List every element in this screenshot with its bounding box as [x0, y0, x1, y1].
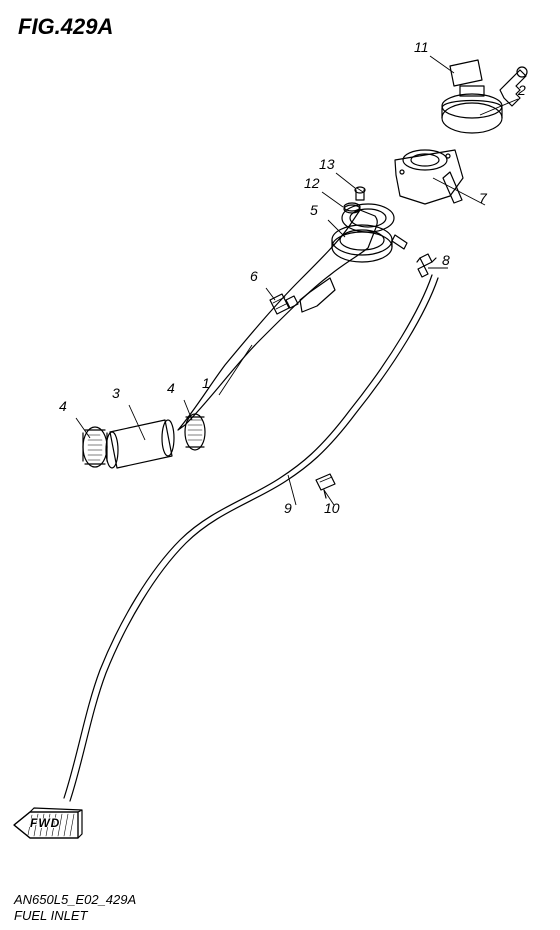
- callout-6: 6: [250, 268, 258, 284]
- callout-12: 12: [304, 175, 320, 191]
- part-9-hose-b: [70, 278, 438, 801]
- part-1-bracket: [300, 278, 335, 312]
- part-4-clamp-right: [185, 414, 205, 450]
- leader-line: [336, 173, 355, 188]
- callout-3: 3: [112, 385, 120, 401]
- part-6-fitting: [270, 294, 298, 314]
- fwd-label: FWD: [30, 816, 60, 830]
- part-1-pipe: [178, 210, 377, 430]
- part-12-washer: [344, 203, 360, 213]
- callout-1: 1: [202, 375, 210, 391]
- leader-line: [430, 56, 454, 73]
- callout-5: 5: [310, 202, 318, 218]
- part-7-flange: [395, 150, 463, 204]
- leader-line: [129, 405, 145, 440]
- callout-13: 13: [319, 156, 335, 172]
- callout-8: 8: [442, 252, 450, 268]
- callout-7: 7: [479, 190, 487, 206]
- part-13-screw: [355, 187, 365, 200]
- callout-2: 2: [518, 82, 526, 98]
- callout-4: 4: [167, 380, 175, 396]
- part-1-spigot: [392, 235, 407, 249]
- footer-code: AN650L5_E02_429A: [14, 892, 136, 907]
- part-1-rim-inner: [350, 209, 386, 227]
- callout-10: 10: [324, 500, 340, 516]
- leader-lines: [76, 56, 518, 505]
- part-3-hose: [106, 420, 174, 468]
- part-10-clip: [316, 474, 335, 498]
- part-8-connector: [417, 254, 436, 277]
- part-11-label: [450, 60, 482, 86]
- part-5-gasket: [332, 225, 392, 262]
- callout-11: 11: [414, 39, 429, 55]
- callout-4: 4: [59, 398, 67, 414]
- leader-line: [322, 192, 343, 207]
- leader-line: [266, 288, 275, 300]
- footer-title: FUEL INLET: [14, 908, 87, 923]
- diagram-canvas: [0, 0, 560, 930]
- part-2-cap: [442, 67, 527, 133]
- callout-9: 9: [284, 500, 292, 516]
